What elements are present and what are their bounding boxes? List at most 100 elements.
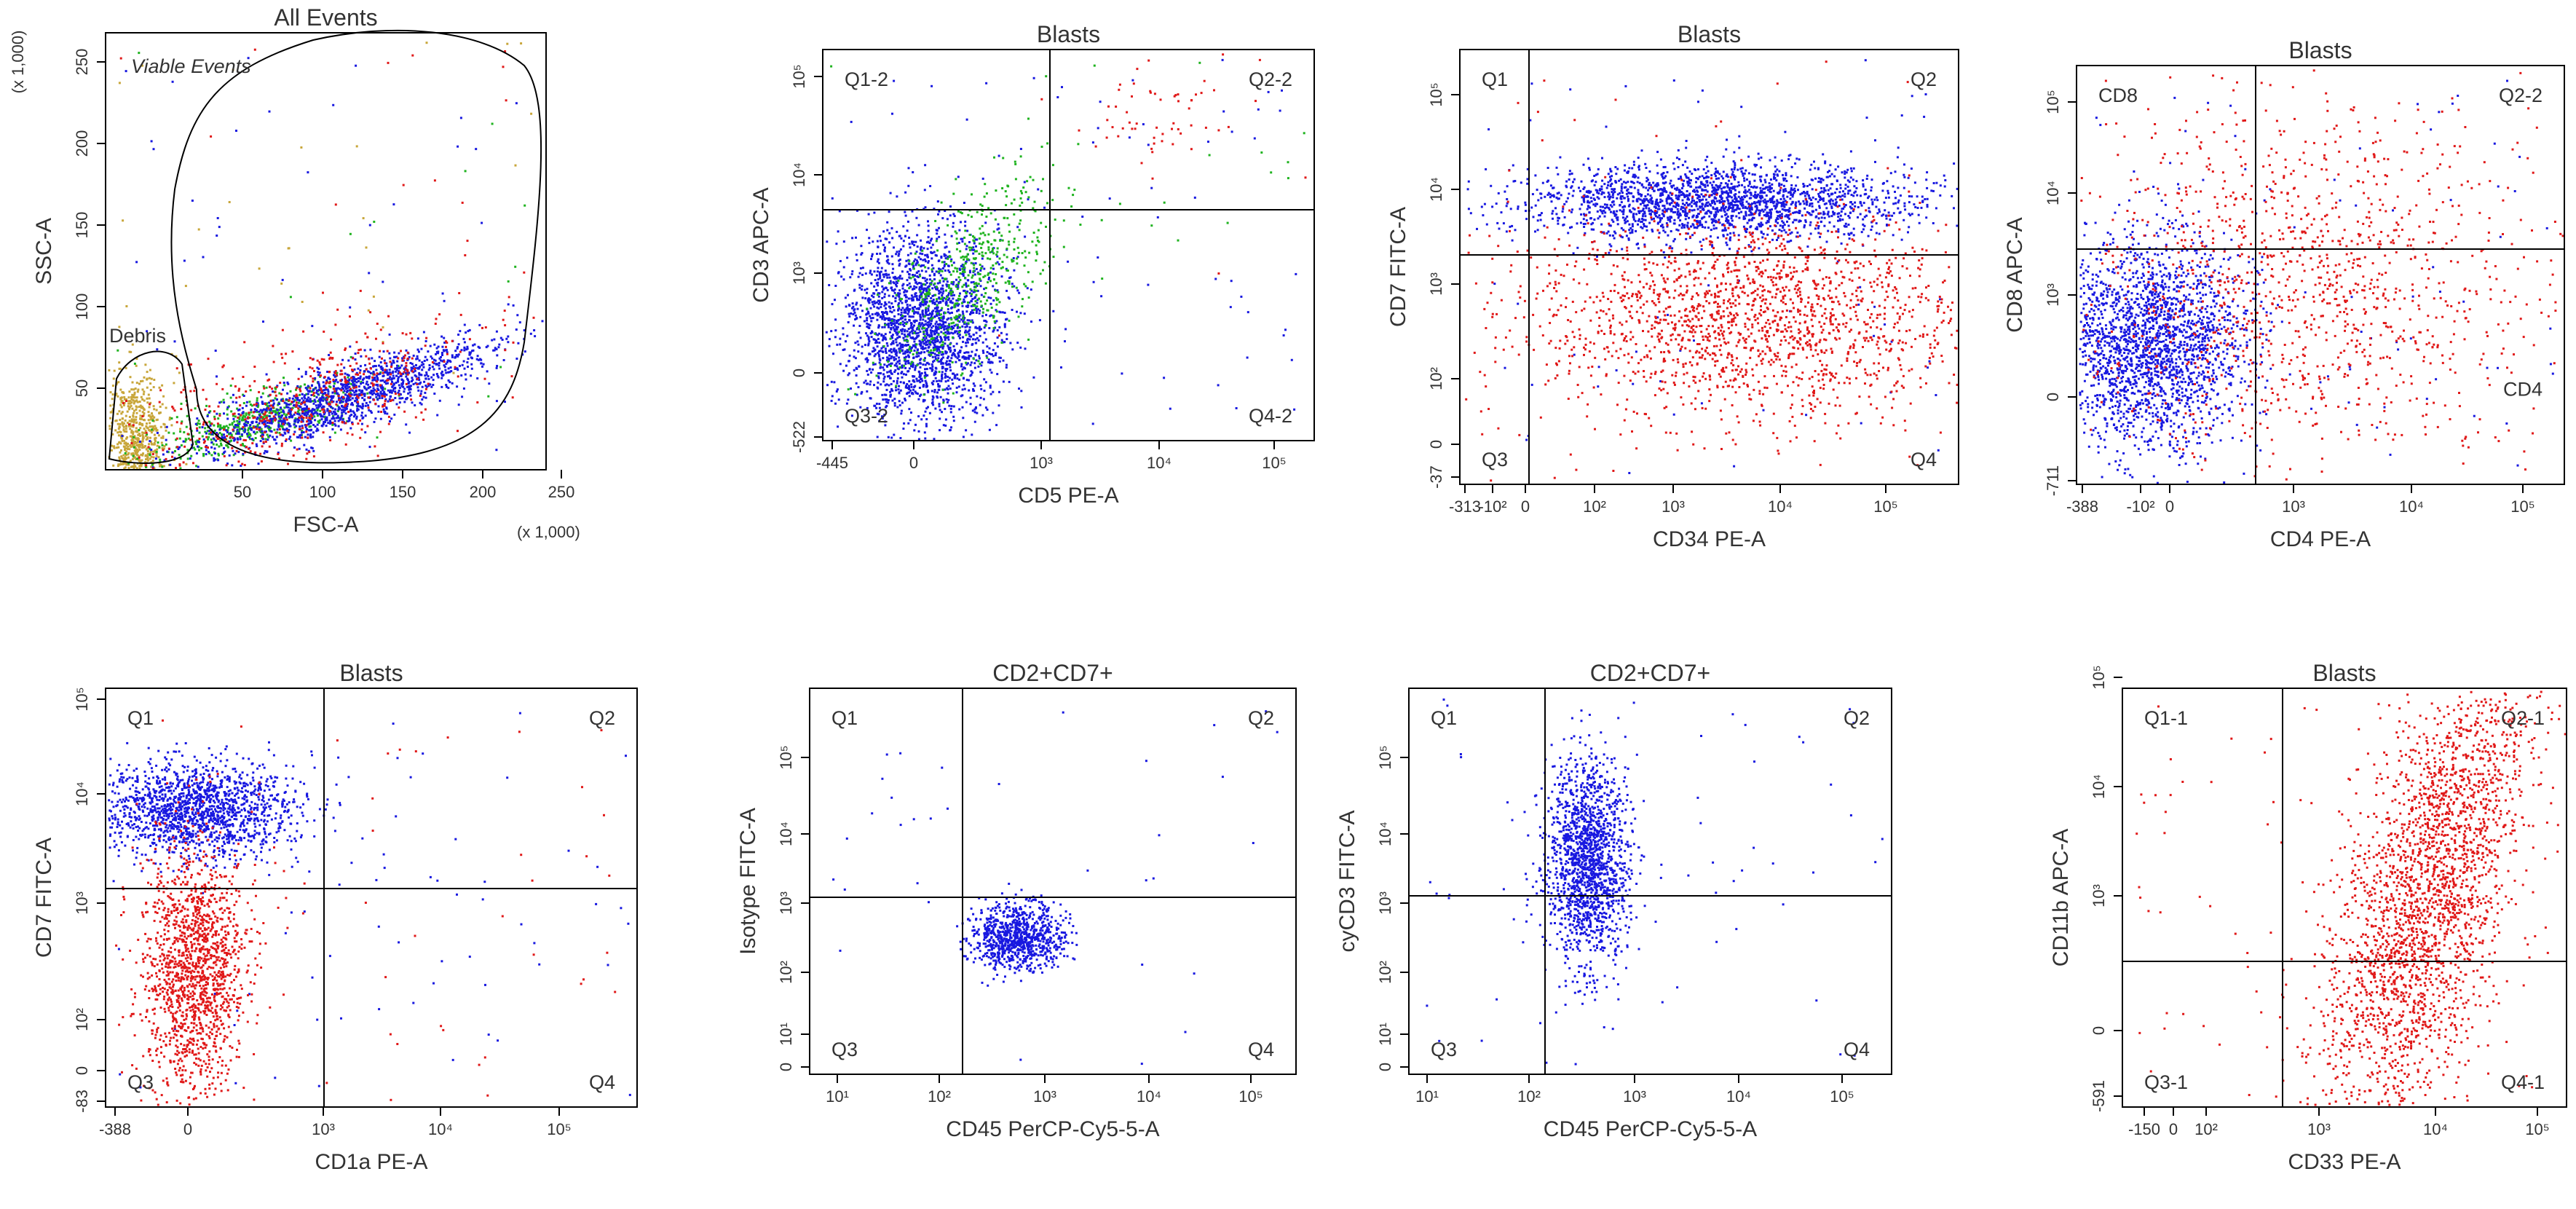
event-point xyxy=(919,381,922,384)
event-point xyxy=(111,409,114,412)
event-point xyxy=(916,275,919,277)
event-point xyxy=(298,447,301,450)
event-point xyxy=(261,430,264,433)
event-point xyxy=(241,428,244,430)
event-point xyxy=(313,409,316,411)
event-point xyxy=(381,393,384,395)
event-point xyxy=(207,438,210,441)
event-point xyxy=(159,389,162,392)
event-point xyxy=(900,237,903,240)
event-point xyxy=(825,331,828,334)
event-point xyxy=(900,412,903,415)
event-point xyxy=(332,410,335,413)
event-point xyxy=(338,398,341,401)
event-point xyxy=(178,371,181,374)
event-point xyxy=(903,315,906,318)
event-point xyxy=(130,401,133,403)
event-point xyxy=(159,411,162,414)
event-point xyxy=(141,398,144,401)
event-point xyxy=(305,400,308,403)
event-point xyxy=(894,297,897,300)
event-point xyxy=(886,229,889,232)
event-point xyxy=(366,392,369,395)
event-point xyxy=(272,344,274,347)
event-point xyxy=(229,396,232,399)
event-point xyxy=(1011,348,1014,351)
event-point xyxy=(141,440,144,443)
event-point xyxy=(926,374,929,377)
event-point xyxy=(152,429,155,432)
event-point xyxy=(315,395,318,398)
event-point xyxy=(328,401,331,403)
event-point xyxy=(323,389,325,392)
y-axis-label: SSC-A xyxy=(32,218,56,285)
event-point xyxy=(1005,289,1008,292)
event-point xyxy=(375,390,378,393)
event-point xyxy=(331,428,334,430)
event-point xyxy=(831,197,834,200)
event-point xyxy=(163,445,166,448)
event-point xyxy=(901,349,904,352)
event-point xyxy=(249,438,251,441)
event-point xyxy=(226,392,229,395)
event-point xyxy=(422,331,425,334)
event-point xyxy=(210,135,213,138)
event-point xyxy=(974,296,977,299)
event-point xyxy=(949,312,951,315)
event-point xyxy=(965,285,968,288)
event-point xyxy=(370,367,372,370)
event-point xyxy=(360,428,363,431)
event-point xyxy=(895,386,897,389)
event-point xyxy=(957,303,960,306)
event-point xyxy=(872,317,874,320)
event-point xyxy=(322,396,325,399)
event-point xyxy=(155,409,158,411)
event-point xyxy=(220,442,222,445)
event-point xyxy=(130,404,133,407)
event-point xyxy=(280,420,283,422)
event-point xyxy=(261,445,264,448)
event-point xyxy=(959,336,961,339)
viable-events-gate[interactable] xyxy=(170,29,542,464)
event-point xyxy=(891,288,893,291)
event-point xyxy=(882,287,885,290)
event-point xyxy=(485,346,488,349)
event-point xyxy=(243,430,246,433)
event-point xyxy=(502,359,505,361)
event-point xyxy=(925,323,927,326)
debris-gate[interactable] xyxy=(108,350,194,464)
event-point xyxy=(322,423,325,426)
event-point xyxy=(892,276,895,279)
event-point xyxy=(422,395,425,398)
event-point xyxy=(925,344,928,347)
event-point xyxy=(309,425,312,428)
event-point xyxy=(353,393,356,396)
event-point xyxy=(958,378,961,381)
event-point xyxy=(933,332,936,335)
event-point xyxy=(237,424,239,427)
event-point xyxy=(441,354,443,356)
event-point xyxy=(430,385,433,388)
event-point xyxy=(263,387,266,390)
event-point xyxy=(498,343,501,346)
event-point xyxy=(381,395,384,398)
event-point xyxy=(301,427,304,430)
event-point xyxy=(385,393,388,396)
event-point xyxy=(395,369,398,371)
event-point xyxy=(460,349,463,352)
event-point xyxy=(130,431,133,434)
event-point xyxy=(194,422,197,425)
event-point xyxy=(326,408,329,411)
event-point xyxy=(111,393,114,396)
event-point xyxy=(352,384,355,387)
event-point xyxy=(992,285,995,288)
event-point xyxy=(367,404,370,407)
event-point xyxy=(135,427,138,430)
event-point xyxy=(924,260,927,263)
event-point xyxy=(929,367,932,370)
event-point xyxy=(934,330,937,332)
event-point xyxy=(302,401,305,404)
event-point xyxy=(496,354,499,357)
event-point xyxy=(904,210,906,213)
event-point xyxy=(236,428,239,431)
